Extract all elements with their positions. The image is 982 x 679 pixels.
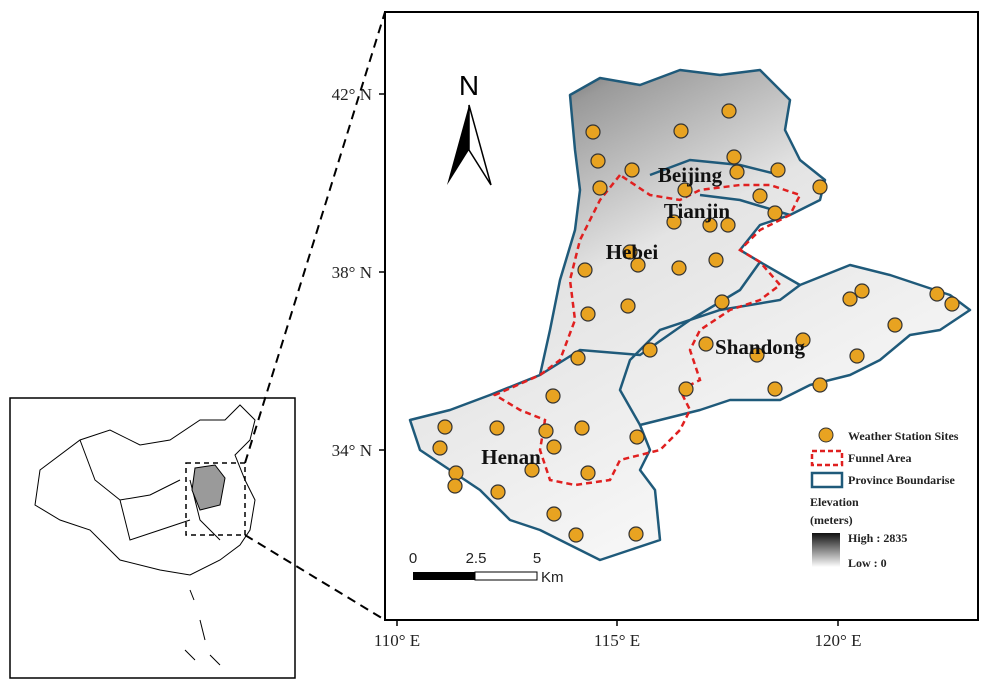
weather-station [722,104,736,118]
weather-station [546,389,560,403]
weather-station [433,441,447,455]
legend-unit: (meters) [810,513,853,527]
page: {"map":{"north_label":"N","lat_labels":[… [0,0,982,679]
weather-station [813,180,827,194]
weather-station [674,124,688,138]
scale-tick: 5 [533,550,541,567]
weather-station [630,430,644,444]
weather-station [629,527,643,541]
weather-station [768,206,782,220]
region-label: Shandong [715,335,805,359]
weather-station [586,125,600,139]
lat-label: 34° N [332,441,372,460]
weather-station [569,528,583,542]
weather-station [625,163,639,177]
weather-station [672,261,686,275]
weather-station [621,299,635,313]
weather-station [679,382,693,396]
weather-station [771,163,785,177]
weather-station [888,318,902,332]
lat-label: 38° N [332,263,372,282]
weather-station [709,253,723,267]
weather-station [730,165,744,179]
legend-title: Elevation [810,495,859,509]
weather-station [593,181,607,195]
legend: Weather Station Sites Funnel Area Provin… [810,428,959,570]
scale-tick: 2.5 [466,550,487,567]
weather-station [449,466,463,480]
map-figure: 42° N 38° N 34° N 110° E 115° E 120° E B… [0,0,982,679]
weather-station [581,307,595,321]
north-label: N [459,70,479,101]
weather-station [699,337,713,351]
weather-station [813,378,827,392]
legend-item: Funnel Area [848,451,911,465]
weather-station [547,440,561,454]
legend-low: Low : 0 [848,556,887,570]
lon-label: 120° E [815,631,862,650]
region-label: Hebei [606,240,659,264]
weather-station [578,263,592,277]
lat-label: 42° N [332,85,372,104]
weather-station [490,421,504,435]
weather-station [438,420,452,434]
scale-bar: 0 2.5 5 Km [409,550,564,586]
weather-station [715,295,729,309]
weather-station [547,507,561,521]
weather-station [850,349,864,363]
weather-station [491,485,505,499]
legend-high: High : 2835 [848,531,907,545]
weather-station [753,189,767,203]
weather-station [643,343,657,357]
weather-station [843,292,857,306]
weather-station [768,382,782,396]
region-label: Beijing [658,163,723,187]
weather-station [581,466,595,480]
weather-station [855,284,869,298]
lon-label: 115° E [594,631,640,650]
weather-station [591,154,605,168]
region-label: Henan [481,445,541,469]
weather-station [727,150,741,164]
inset-frame [10,398,295,678]
weather-station [539,424,553,438]
weather-station [575,421,589,435]
weather-station [930,287,944,301]
scale-tick: 0 [409,550,417,567]
legend-item: Province Boundarise [848,473,955,487]
lon-label: 110° E [374,631,420,650]
weather-station [945,297,959,311]
weather-station [571,351,585,365]
scale-unit: Km [541,569,564,586]
region-label: Tianjin [664,199,730,223]
legend-item: Weather Station Sites [848,429,959,443]
north-arrow: N [447,70,491,185]
weather-station [448,479,462,493]
